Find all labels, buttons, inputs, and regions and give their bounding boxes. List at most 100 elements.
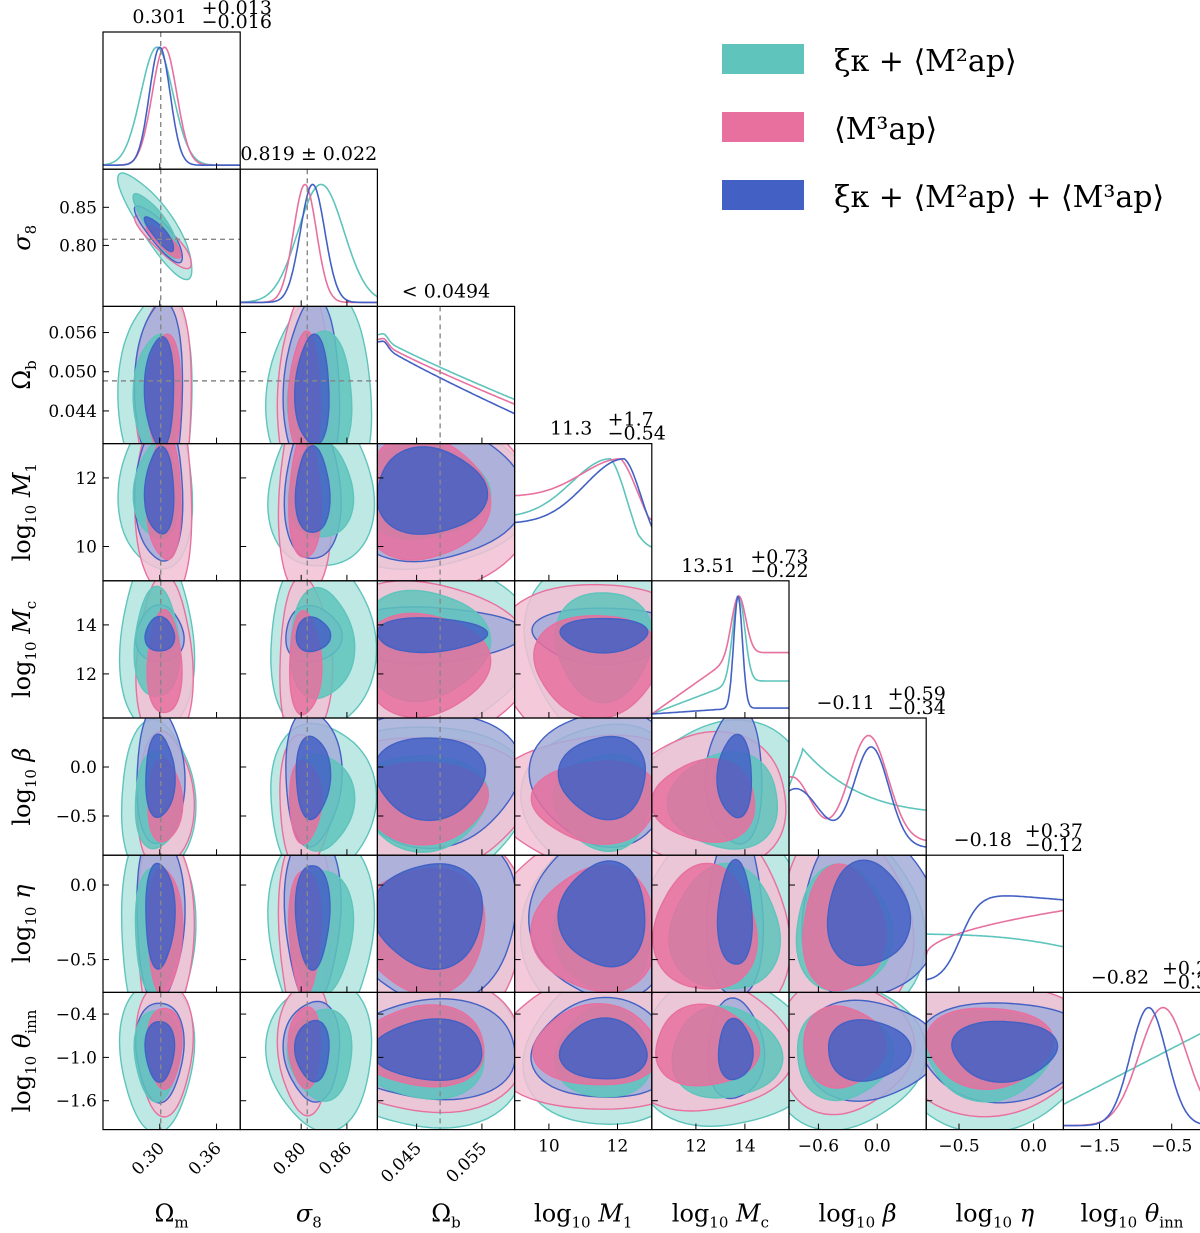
summary-minus-eta: −0.12 (1025, 834, 1083, 856)
contour-panel-eta-beta (789, 855, 927, 993)
x-axis-label-Om: Ωm (155, 1200, 189, 1232)
contour-68-2 (827, 1019, 912, 1082)
marginal-beta (789, 734, 927, 848)
contour-panel-beta-s8 (270, 718, 378, 856)
summary-title-beta: −0.11 (816, 692, 874, 714)
marginal-curve-thinn-1 (1063, 1006, 1200, 1127)
x-tick-label-beta: 0.0 (864, 1137, 891, 1157)
summary-title-M1: 11.3 (550, 418, 592, 440)
contour-68-2 (951, 1020, 1059, 1083)
marginal-curve-eta-0 (926, 933, 1064, 948)
y-tick-label-beta: −0.5 (56, 807, 97, 827)
contour-panel-thinn-Mc (651, 992, 789, 1128)
contour-panel-thinn-beta (789, 992, 927, 1130)
contour-68-2 (144, 615, 176, 652)
contour-panel-eta-M1 (514, 855, 652, 993)
contour-panel-Mc-Om (118, 580, 196, 718)
contour-panel-eta-Om (120, 855, 197, 993)
y-tick-label-s8: 0.85 (59, 198, 97, 218)
contour-68-2 (557, 860, 646, 968)
contour-panel-thinn-s8 (264, 992, 373, 1130)
contour-panel-beta-Om (120, 718, 197, 856)
summary-title-Mc: 13.51 (681, 555, 735, 577)
contour-68-2 (377, 446, 489, 535)
marginal-curve-beta-1 (789, 734, 927, 842)
contour-panel-beta-Ob (377, 718, 515, 856)
x-tick-label-M1: 10 (538, 1137, 560, 1157)
marginal-curve-thinn-0 (1063, 1033, 1200, 1106)
summary-minus-Mc: −0.22 (750, 560, 808, 582)
legend-label-1: ⟨M³ap⟩ (834, 112, 937, 147)
legend-swatch-1 (722, 112, 804, 142)
contour-panel-M1-Ob (377, 443, 515, 581)
marginal-thinn (1063, 1006, 1200, 1127)
marginal-Mc (651, 594, 789, 715)
marginal-curve-Ob-0 (377, 332, 515, 401)
contour-panel-M1-s8 (267, 443, 376, 581)
x-tick-label-s8: 0.80 (269, 1139, 310, 1180)
legend-label-0: ξκ + ⟨M²ap⟩ (834, 44, 1017, 79)
summary-minus-thinn: −0.39 (1162, 971, 1200, 993)
contour-panel-Ob-Om (117, 306, 193, 444)
x-tick-label-Mc: 14 (734, 1137, 756, 1157)
y-tick-label-Mc: 14 (75, 616, 97, 636)
contour-68-2 (557, 735, 647, 821)
x-tick-label-eta: −0.5 (938, 1137, 979, 1157)
x-tick-label-Ob: 0.055 (443, 1139, 492, 1188)
contour-panel-thinn-Om (118, 992, 196, 1130)
contour-panel-thinn-M1 (514, 992, 652, 1126)
contour-68-2 (558, 1017, 648, 1080)
contour-panel-beta-Mc (651, 718, 789, 856)
marginal-curve-s8-0 (240, 183, 378, 303)
y-tick-label-Ob: 0.050 (48, 363, 97, 383)
x-axis-label-s8: σ8 (296, 1200, 322, 1232)
marginal-curve-Mc-0 (651, 594, 789, 715)
summary-plus-Mc: +0.73 (750, 546, 808, 568)
contour-68-2 (145, 862, 176, 970)
legend-label-2: ξκ + ⟨M²ap⟩ + ⟨M³ap⟩ (834, 180, 1164, 215)
x-axis-label-beta: log10 β (819, 1200, 897, 1232)
contour-68-2 (143, 335, 175, 444)
marginal-curve-beta-0 (789, 747, 927, 811)
summary-title-Om: 0.301 (132, 6, 186, 28)
summary-minus-beta: −0.34 (888, 697, 946, 719)
marginal-Om (103, 46, 241, 166)
marginal-curve-M1-2 (514, 457, 652, 528)
contour-panel-beta-M1 (514, 718, 652, 856)
contour-panel-eta-Mc (651, 855, 789, 993)
x-tick-label-eta: 0.0 (1020, 1137, 1047, 1157)
x-axis-label-M1: log10 M1 (534, 1200, 632, 1232)
summary-title-thinn: −0.82 (1091, 966, 1149, 988)
contour-68-2 (826, 859, 912, 967)
contour-panel-thinn-eta (926, 992, 1064, 1130)
panel-beta-beta (788, 717, 927, 856)
summary-minus-M1: −0.54 (608, 423, 666, 445)
x-axis-label-Ob: Ωb (431, 1200, 461, 1232)
contour-68-2 (559, 617, 649, 654)
marginal-curve-Ob-1 (377, 337, 515, 405)
marginal-curve-beta-2 (789, 746, 927, 848)
y-axis-label-thinn: log10 θinn (8, 1009, 40, 1112)
marginal-curve-Ob-2 (377, 340, 515, 415)
summary-plus-thinn: +0.29 (1162, 957, 1200, 979)
contour-68-2 (294, 865, 331, 971)
contour-68-2 (377, 863, 484, 971)
marginal-curve-Mc-1 (651, 595, 789, 715)
y-tick-label-eta: 0.0 (70, 876, 97, 896)
y-tick-label-Mc: 12 (75, 665, 97, 685)
contour-68-2 (143, 445, 175, 535)
contour-68-2 (143, 216, 175, 253)
x-axis-label-thinn: log10 θinn (1081, 1200, 1184, 1232)
contour-68-2 (377, 617, 489, 654)
x-axis-label-eta: log10 η (955, 1200, 1034, 1232)
summary-plus-beta: +0.59 (888, 683, 946, 705)
x-tick-label-beta: −0.6 (798, 1137, 839, 1157)
x-tick-label-Ob: 0.045 (377, 1139, 426, 1188)
y-tick-label-thinn: −1.6 (56, 1092, 97, 1112)
x-tick-label-M1: 12 (607, 1137, 629, 1157)
contour-panel-s8-Om (117, 172, 193, 281)
contour-panel-thinn-Ob (377, 992, 515, 1129)
y-tick-label-s8: 0.80 (59, 236, 97, 256)
y-axis-label-Mc: log10 Mc (8, 601, 40, 698)
